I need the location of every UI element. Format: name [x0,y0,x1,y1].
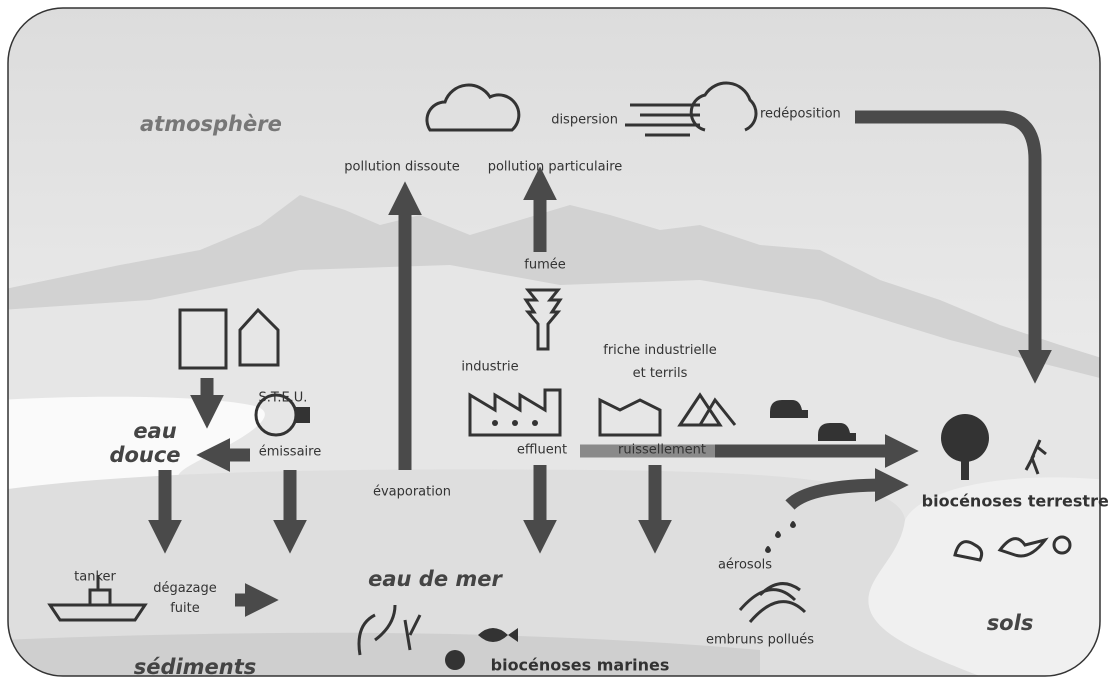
label-line: et terrils [633,366,688,381]
steu-pipe [296,407,310,423]
label: dispersion [551,113,618,128]
zone-label: sédiments [134,655,257,679]
factory-dot [512,420,518,426]
label: embruns pollués [706,633,814,648]
label: S.T.E.U. [259,391,308,406]
factory-dot [532,420,538,426]
label: fumée [524,258,565,273]
label: industrie [461,360,518,375]
label: pollution dissoute [344,160,459,175]
label: pollution particulaire [488,160,623,175]
label: tanker [74,570,116,585]
tree-icon [941,414,989,462]
diagram: atmosphère eaudouce eau de mer sols sédi… [0,0,1108,684]
zone-label-line: douce [109,443,180,467]
label: émissaire [259,445,321,460]
label: biocénoses terrestres [922,492,1108,511]
urchin-icon [445,650,465,670]
label-line: fuite [170,601,200,616]
zone-label-line: eau [133,419,176,443]
label: aérosols [718,558,772,573]
label: ruissellement [618,443,706,458]
label: biocénoses marines [491,656,670,675]
label: effluent [517,443,567,458]
tree-trunk [961,455,969,480]
label-line: dégazage [153,581,217,596]
zone-label: eau de mer [368,567,503,591]
zone-label: sols [987,611,1034,635]
factory-dot [492,420,498,426]
label-line: friche industrielle [603,343,716,358]
label: évaporation [373,485,451,500]
page: atmosphère eaudouce eau de mer sols sédi… [0,0,1108,684]
label: redéposition [760,107,841,122]
zone-label: atmosphère [140,112,282,136]
